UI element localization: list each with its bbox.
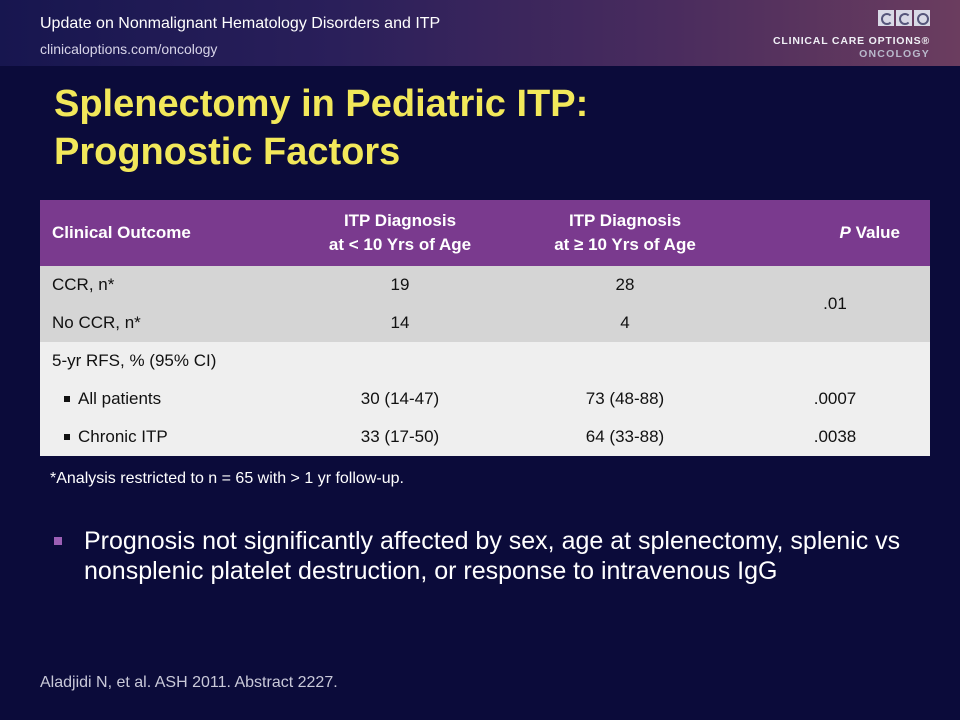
bullet-point: Prognosis not significantly affected by … — [52, 526, 912, 586]
cell-label: CCR, n* — [40, 266, 290, 304]
cell-label: 5-yr RFS, % (95% CI) — [40, 342, 290, 380]
table-header-row: Clinical Outcome ITP Diagnosis at < 10 Y… — [40, 200, 930, 266]
bullet-text: Prognosis not significantly affected by … — [84, 527, 901, 585]
cco-logo: CLINICAL CARE OPTIONS® ONCOLOGY — [750, 10, 930, 60]
logo-line2: ONCOLOGY — [859, 48, 930, 60]
cell-lt10: 14 — [290, 304, 510, 342]
square-bullet-icon — [64, 433, 70, 440]
cell-ge10: 28 — [510, 266, 740, 304]
slide-title: Splenectomy in Pediatric ITP: Prognostic… — [54, 80, 914, 176]
prognostic-table: Clinical Outcome ITP Diagnosis at < 10 Y… — [40, 200, 930, 456]
cell-ge10: 4 — [510, 304, 740, 342]
citation: Aladjidi N, et al. ASH 2011. Abstract 22… — [40, 674, 338, 691]
header-lt10: ITP Diagnosis at < 10 Yrs of Age — [290, 200, 510, 266]
cell-ge10: 73 (48-88) — [510, 380, 740, 418]
table-row-no-ccr: No CCR, n* 14 4 — [40, 304, 930, 342]
cell-label: Chronic ITP — [40, 418, 290, 456]
header-ge10: ITP Diagnosis at ≥ 10 Yrs of Age — [510, 200, 740, 266]
cell-p: .0007 — [740, 380, 930, 418]
square-bullet-icon — [54, 537, 62, 545]
cell-label: All patients — [40, 380, 290, 418]
cell-lt10: 33 (17-50) — [290, 418, 510, 456]
title-line-2: Prognostic Factors — [54, 131, 401, 173]
cell-p-ccr: .01 — [740, 266, 930, 342]
table-row-chronic-itp: Chronic ITP 33 (17-50) 64 (33-88) .0038 — [40, 418, 930, 456]
header-clinical-outcome: Clinical Outcome — [40, 200, 290, 266]
table-row-all-patients: All patients 30 (14-47) 73 (48-88) .0007 — [40, 380, 930, 418]
header-p-value: P Value — [740, 200, 930, 266]
cell-lt10: 19 — [290, 266, 510, 304]
header-band: Update on Nonmalignant Hematology Disord… — [0, 0, 960, 66]
header-title: Update on Nonmalignant Hematology Disord… — [40, 15, 441, 32]
logo-line1: CLINICAL CARE OPTIONS® — [773, 35, 930, 47]
title-line-1: Splenectomy in Pediatric ITP: — [54, 83, 589, 125]
table-footnote: *Analysis restricted to n = 65 with > 1 … — [50, 470, 404, 487]
cell-ge10: 64 (33-88) — [510, 418, 740, 456]
cco-logo-icon — [878, 10, 930, 26]
square-bullet-icon — [64, 395, 70, 402]
table-row-ccr: CCR, n* 19 28 .01 — [40, 266, 930, 342]
cell-lt10: 30 (14-47) — [290, 380, 510, 418]
cell-label: No CCR, n* — [40, 304, 290, 342]
cell-p: .0038 — [740, 418, 930, 456]
table-row-rfs-heading: 5-yr RFS, % (95% CI) — [40, 342, 930, 380]
header-url[interactable]: clinicaloptions.com/oncology — [40, 41, 218, 57]
